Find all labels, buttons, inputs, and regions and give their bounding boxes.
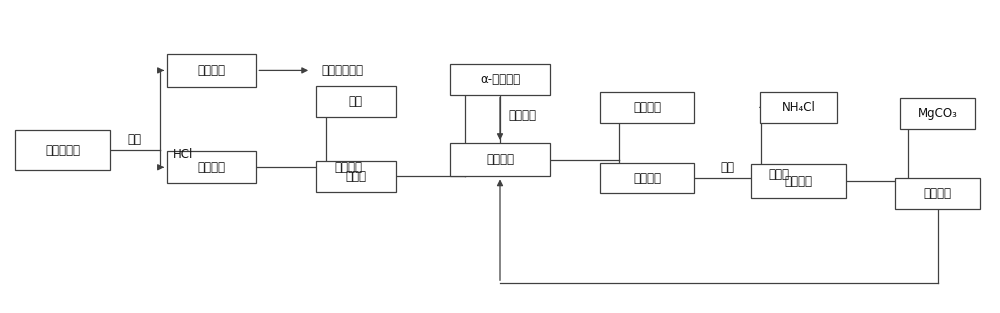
FancyBboxPatch shape [900, 98, 975, 129]
FancyBboxPatch shape [316, 86, 396, 116]
Text: NH₄Cl: NH₄Cl [781, 101, 815, 114]
Text: 碱沉淀剂: 碱沉淀剂 [508, 109, 536, 122]
Text: MgCO₃: MgCO₃ [918, 107, 957, 120]
Text: α-半水石膏: α-半水石膏 [480, 73, 520, 86]
FancyBboxPatch shape [450, 64, 550, 95]
FancyBboxPatch shape [316, 161, 396, 192]
FancyBboxPatch shape [167, 151, 256, 183]
Text: HCl: HCl [173, 148, 193, 161]
FancyBboxPatch shape [760, 92, 837, 123]
Text: 钙质胶磷矿: 钙质胶磷矿 [45, 144, 80, 157]
FancyBboxPatch shape [600, 163, 694, 193]
Text: 用于生产磷酸: 用于生产磷酸 [321, 64, 363, 77]
Text: 富钙镁矿: 富钙镁矿 [198, 161, 226, 174]
Text: 析氨滤液: 析氨滤液 [784, 175, 812, 187]
Text: 沉淀剂: 沉淀剂 [769, 168, 790, 182]
Text: 析镁滤液: 析镁滤液 [924, 187, 952, 200]
FancyBboxPatch shape [15, 131, 110, 170]
Text: 浓缩: 浓缩 [720, 161, 734, 174]
FancyBboxPatch shape [751, 164, 846, 198]
FancyBboxPatch shape [450, 143, 550, 177]
Text: 磷酸镁铵: 磷酸镁铵 [633, 101, 661, 114]
Text: 浮选: 浮选 [128, 133, 142, 146]
FancyBboxPatch shape [600, 92, 694, 123]
Text: 富磷精矿: 富磷精矿 [198, 64, 226, 77]
Text: 析磷滤液: 析磷滤液 [633, 172, 661, 185]
Text: 酸解液: 酸解液 [345, 170, 366, 183]
Text: 酸沉淀剂: 酸沉淀剂 [334, 161, 362, 174]
Text: 硅渣: 硅渣 [349, 95, 363, 108]
Text: 析钙滤液: 析钙滤液 [486, 153, 514, 166]
FancyBboxPatch shape [167, 54, 256, 87]
FancyBboxPatch shape [895, 178, 980, 209]
